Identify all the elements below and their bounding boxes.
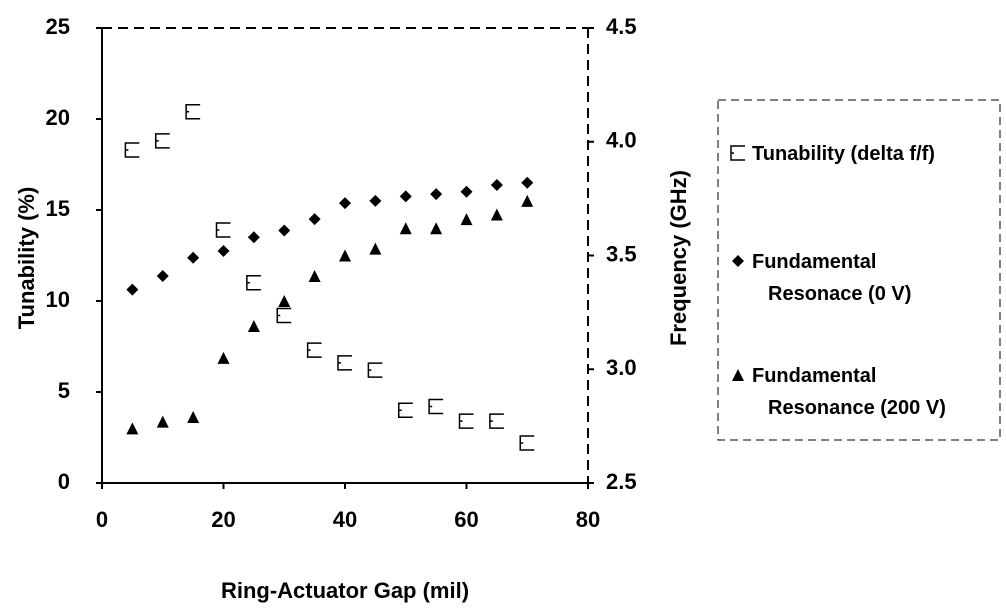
x-tick-label: 60 <box>454 507 478 532</box>
point <box>276 307 292 324</box>
x-axis-title: Ring-Actuator Gap (mil) <box>221 578 469 603</box>
point <box>156 269 169 282</box>
point <box>369 242 382 255</box>
x-tick-label: 20 <box>211 507 235 532</box>
point <box>308 269 321 282</box>
point <box>187 411 200 424</box>
point <box>185 103 201 120</box>
legend-box <box>717 99 1001 441</box>
y-axis-title: Tunability (%) <box>14 187 39 330</box>
point <box>337 355 352 371</box>
point <box>306 342 322 358</box>
x-tick-label: 80 <box>576 507 600 532</box>
legend-line: Fundamental <box>752 365 876 387</box>
y-tick-label: 25 <box>46 14 70 39</box>
point <box>156 415 169 428</box>
y-tick-label: 0 <box>58 469 70 494</box>
x-tick-label: 0 <box>96 507 108 532</box>
point <box>367 362 383 378</box>
legend-marker <box>732 255 744 267</box>
y2-axis-title: Frequency (GHz) <box>666 170 691 346</box>
point <box>217 351 230 364</box>
point <box>460 185 473 198</box>
point <box>369 194 382 207</box>
y-tick-label: 15 <box>46 196 70 221</box>
point <box>399 190 412 203</box>
legend-line: Resonance (200 V) <box>768 397 946 419</box>
y-tick-label: 20 <box>46 105 70 130</box>
y-tick-label: 5 <box>58 378 70 403</box>
point <box>339 249 351 262</box>
legend-label: Tunability (delta f/f) <box>752 143 935 165</box>
legend-label: Fundamental Resonace (0 V) <box>752 251 911 305</box>
legend-line: Resonace (0 V) <box>768 283 911 305</box>
y2-tick-label: 3.0 <box>606 355 637 380</box>
y-tick-label: 10 <box>46 287 70 312</box>
legend-marker <box>730 145 745 161</box>
point <box>430 188 443 201</box>
point <box>308 213 321 226</box>
x-tick-label: 40 <box>333 507 357 532</box>
legend-line: Fundamental <box>752 251 876 273</box>
point <box>458 413 474 429</box>
point <box>490 208 503 221</box>
point <box>126 422 139 435</box>
legend-label: Fundamental Resonance (200 V) <box>752 365 946 419</box>
point <box>126 283 139 296</box>
point <box>398 402 413 418</box>
point <box>187 251 200 264</box>
point <box>399 222 412 235</box>
point <box>124 142 140 158</box>
point <box>278 224 291 237</box>
point <box>490 178 503 191</box>
point <box>519 435 535 451</box>
point <box>460 213 473 226</box>
point <box>430 222 443 235</box>
point <box>428 398 444 415</box>
y2-tick-label: 3.5 <box>606 241 637 266</box>
point <box>521 194 534 207</box>
point <box>278 295 291 307</box>
point <box>247 320 260 333</box>
y2-tick-label: 2.5 <box>606 469 637 494</box>
y2-tick-label: 4.0 <box>606 128 637 153</box>
point <box>489 413 504 429</box>
point <box>215 222 231 238</box>
point <box>246 275 261 291</box>
point <box>217 244 230 257</box>
y2-tick-label: 4.5 <box>606 14 637 39</box>
point <box>155 133 170 149</box>
point <box>521 176 534 189</box>
legend-marker <box>732 369 744 381</box>
point <box>339 197 351 210</box>
point <box>247 231 260 244</box>
